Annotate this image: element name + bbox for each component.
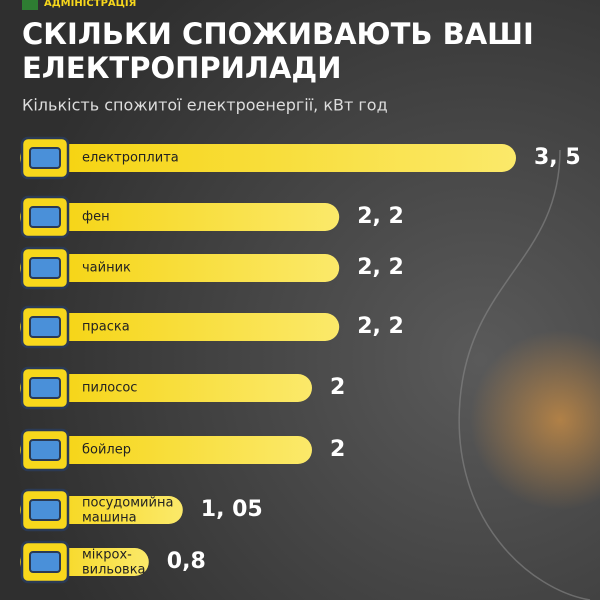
icon-detail: [29, 551, 61, 573]
bar: [20, 254, 340, 282]
chart-subtitle: Кількість спожитої електроенергії, кВт г…: [22, 96, 388, 115]
value-label: 2, 2: [357, 255, 404, 280]
bulb-glow: [470, 330, 600, 510]
category-label: праска: [82, 320, 130, 335]
value-label: 2, 2: [357, 314, 404, 339]
chart-title: СКІЛЬКИ СПОЖИВАЮТЬ ВАШІ ЕЛЕКТРОПРИЛАДИ: [22, 17, 534, 85]
category-label: посудомийна машина: [82, 495, 173, 525]
category-label: чайник: [82, 261, 131, 276]
icon-detail: [29, 439, 61, 461]
bar: [20, 374, 312, 402]
value-label: 3, 5: [534, 145, 581, 170]
category-label: мікрох-вильовка: [82, 547, 146, 577]
icon-detail: [29, 499, 61, 521]
logo: [22, 0, 38, 10]
category-label: фен: [82, 210, 110, 225]
value-label: 2: [330, 437, 345, 462]
value-label: 0,8: [167, 549, 206, 574]
bar: [20, 436, 312, 464]
value-label: 2, 2: [357, 204, 404, 229]
icon-detail: [29, 316, 61, 338]
category-label: електроплита: [82, 151, 179, 166]
icon-detail: [29, 147, 61, 169]
category-label: пилосос: [82, 381, 137, 396]
bar: [20, 144, 516, 172]
value-label: 2: [330, 375, 345, 400]
org-name: АДМІНІСТРАЦІЯ: [44, 0, 136, 9]
category-label: бойлер: [82, 443, 131, 458]
icon-detail: [29, 377, 61, 399]
icon-detail: [29, 206, 61, 228]
bulb-outline: [458, 149, 591, 600]
bar: [20, 203, 340, 231]
bar: [20, 313, 340, 341]
icon-detail: [29, 257, 61, 279]
value-label: 1, 05: [201, 497, 263, 522]
